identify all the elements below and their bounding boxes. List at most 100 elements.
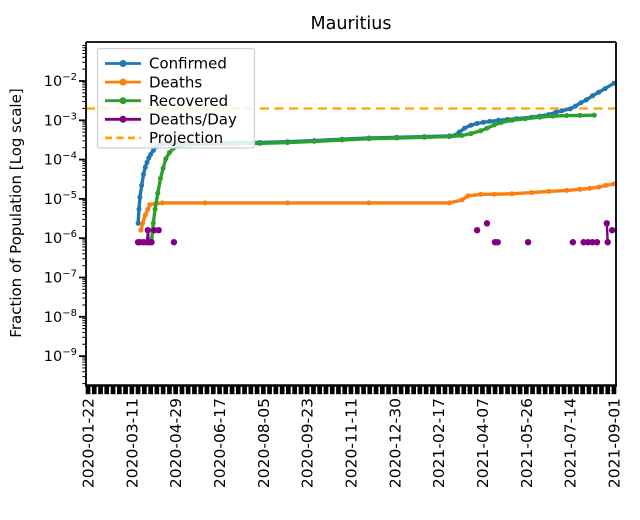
deaths-marker	[509, 191, 515, 197]
recovered-marker	[158, 176, 163, 181]
x-tick-label: 2020-08-05	[255, 398, 273, 488]
x-tick	[480, 386, 485, 395]
y-tick-label: 10−8	[44, 308, 77, 326]
x-tick	[223, 386, 229, 395]
recovered-marker	[459, 133, 465, 138]
x-tick	[129, 386, 135, 395]
x-tick	[524, 386, 529, 395]
confirmed-marker	[480, 119, 486, 125]
axes-layer: 2020-01-22 2020-03-11 2020-04-29 2020-06-17…	[44, 41, 624, 488]
deaths-per-day-marker	[148, 239, 155, 246]
deaths-marker	[446, 200, 452, 206]
deaths-marker	[140, 220, 146, 226]
x-tick	[561, 386, 567, 395]
x-tick	[329, 386, 335, 395]
x-tick	[167, 386, 172, 395]
x-tick	[467, 386, 473, 395]
recovered-marker	[366, 136, 372, 142]
x-tick	[217, 386, 222, 395]
deaths-marker	[577, 186, 583, 192]
x-tick	[354, 386, 360, 395]
y-tick-label: 10−2	[44, 72, 77, 90]
x-tick	[154, 386, 160, 395]
x-tick	[210, 386, 216, 395]
deaths-per-day-marker	[155, 227, 162, 234]
x-tick	[367, 386, 373, 395]
x-tick	[461, 386, 467, 395]
x-tick-label: 2020-03-11	[123, 398, 141, 488]
recovered-marker	[339, 137, 345, 143]
x-tick	[392, 386, 398, 395]
deaths-per-day-marker	[609, 227, 616, 234]
recovered-marker	[160, 165, 166, 171]
deaths-marker	[491, 191, 497, 197]
deaths-per-day-marker	[144, 227, 152, 234]
deaths-per-day-marker	[170, 239, 178, 246]
deaths-per-day-marker	[589, 239, 596, 246]
confirmed-marker	[462, 125, 468, 131]
x-tick	[555, 386, 560, 395]
legend-item-deaths-day-sample-marker	[119, 115, 127, 123]
recovered-marker	[285, 140, 290, 146]
recovered-marker	[537, 114, 543, 120]
x-tick	[511, 386, 517, 395]
y-tick-label: 10−5	[44, 190, 77, 208]
x-tick	[286, 386, 291, 395]
x-tick	[279, 386, 285, 395]
recovered-marker	[166, 150, 172, 156]
legend-item-confirmed-label: Confirmed	[149, 55, 227, 73]
deaths-per-day-marker	[569, 239, 577, 246]
recovered-marker	[509, 117, 515, 123]
confirmed-marker	[474, 121, 480, 126]
legend-item-deaths: Deaths	[105, 73, 202, 91]
deaths-per-day-marker	[604, 239, 611, 246]
x-tick	[104, 386, 110, 395]
recovered-marker	[311, 138, 317, 144]
x-tick	[405, 386, 410, 395]
confirmed-marker	[602, 86, 608, 92]
deaths-marker	[529, 190, 535, 196]
confirmed-marker	[150, 148, 156, 153]
recovered-marker	[152, 206, 158, 212]
x-tick	[586, 386, 592, 395]
deaths-marker	[478, 191, 484, 197]
x-tick	[542, 386, 548, 395]
legend-item-projection: Projection	[105, 129, 223, 147]
recovered-marker	[484, 125, 490, 131]
x-tick	[91, 386, 97, 395]
x-tick	[574, 386, 579, 395]
confirmed-marker	[553, 109, 559, 115]
x-tick	[179, 386, 185, 395]
confirmed-marker	[573, 103, 578, 109]
x-tick	[436, 386, 441, 395]
x-tick	[517, 386, 523, 395]
legend: ConfirmedDeathsRecoveredDeaths/DayProjec…	[96, 47, 256, 149]
x-tick	[267, 386, 272, 395]
deaths-per-day-marker	[151, 227, 158, 234]
y-tick-label: 10−9	[44, 347, 77, 365]
confirmed-marker	[136, 206, 142, 212]
x-tick	[292, 386, 297, 395]
deaths-marker	[366, 200, 372, 206]
x-tick	[235, 386, 241, 395]
recovered-marker	[446, 134, 452, 140]
legend-box	[96, 47, 256, 149]
x-tick	[398, 386, 404, 395]
x-tick	[198, 386, 204, 395]
deaths-marker	[159, 200, 165, 206]
x-tick	[348, 386, 354, 395]
deaths-marker	[596, 184, 602, 190]
x-tick	[442, 386, 448, 395]
confirmed-marker	[142, 164, 148, 170]
x-tick	[123, 386, 128, 395]
x-tick	[486, 386, 492, 395]
recovered-marker	[491, 122, 497, 128]
chart-title: Mauritius	[311, 14, 392, 34]
x-tick	[248, 386, 254, 395]
recovered-marker	[522, 116, 528, 122]
confirmed-marker	[487, 118, 493, 124]
deaths-per-day-marker	[494, 239, 501, 246]
deaths-marker	[465, 193, 471, 199]
x-tick	[386, 386, 391, 395]
x-tick	[160, 386, 166, 395]
